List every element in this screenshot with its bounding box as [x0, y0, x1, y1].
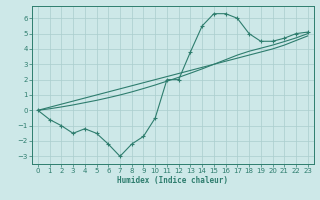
- X-axis label: Humidex (Indice chaleur): Humidex (Indice chaleur): [117, 176, 228, 185]
